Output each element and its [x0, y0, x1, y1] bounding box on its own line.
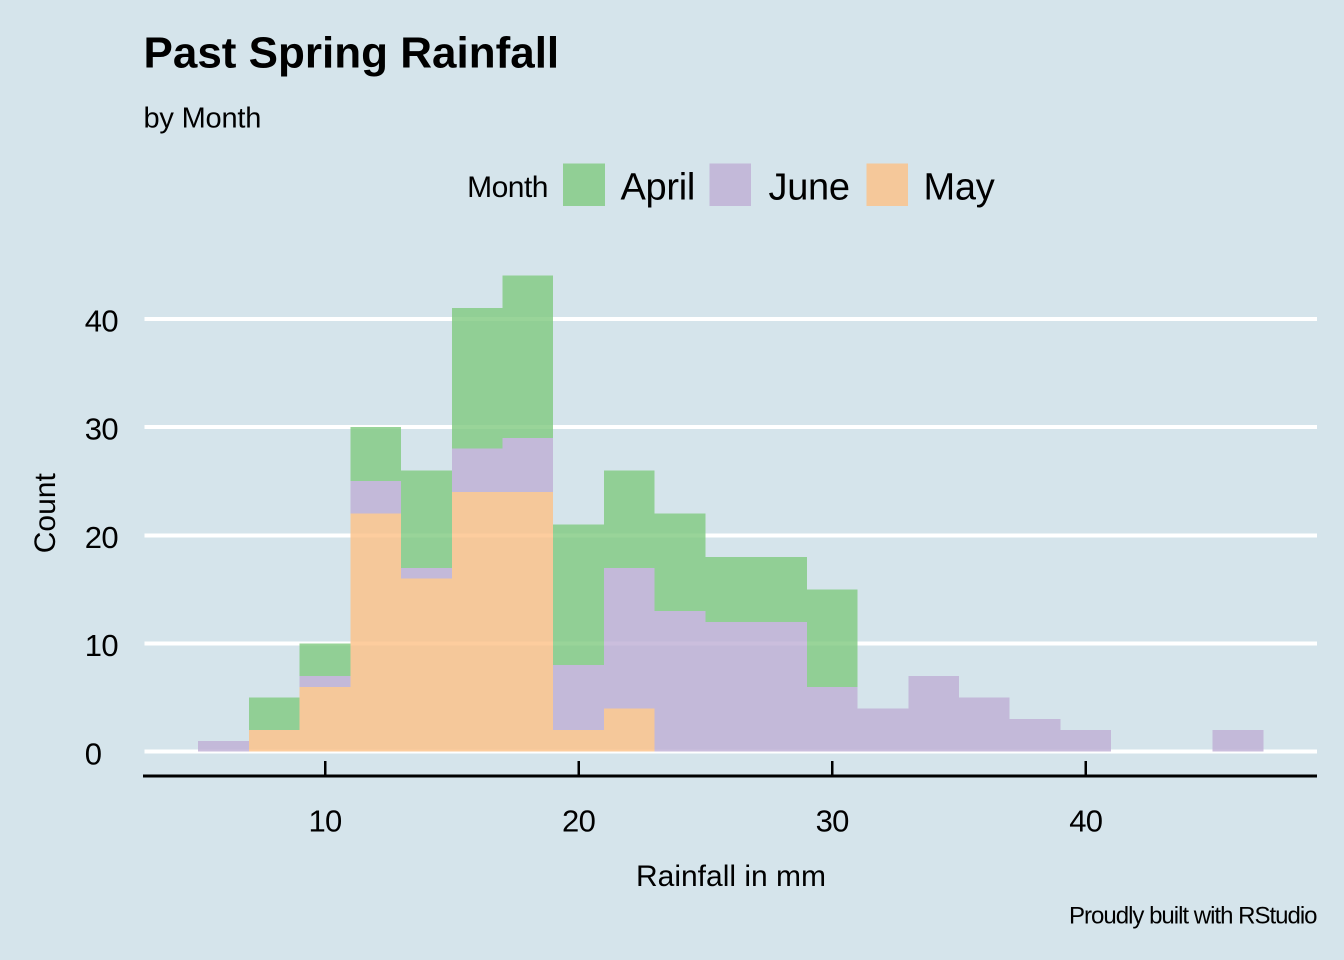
svg-text:Proudly built with RStudio: Proudly built with RStudio — [1069, 903, 1317, 930]
svg-text:10: 10 — [85, 628, 119, 663]
svg-text:April: April — [621, 167, 696, 209]
svg-text:Month: Month — [467, 171, 548, 204]
svg-text:Past Spring Rainfall: Past Spring Rainfall — [144, 28, 560, 77]
svg-text:Count: Count — [29, 473, 62, 554]
svg-text:40: 40 — [1069, 804, 1103, 839]
svg-text:0: 0 — [85, 736, 102, 771]
svg-text:May: May — [924, 167, 995, 209]
svg-text:30: 30 — [816, 804, 850, 839]
svg-text:10: 10 — [308, 804, 342, 839]
svg-text:June: June — [769, 167, 850, 209]
svg-text:40: 40 — [85, 304, 119, 339]
svg-text:20: 20 — [562, 804, 596, 839]
svg-text:20: 20 — [85, 520, 119, 555]
svg-text:30: 30 — [85, 412, 119, 447]
svg-text:Rainfall in mm: Rainfall in mm — [636, 860, 826, 893]
svg-text:by Month: by Month — [144, 103, 262, 135]
